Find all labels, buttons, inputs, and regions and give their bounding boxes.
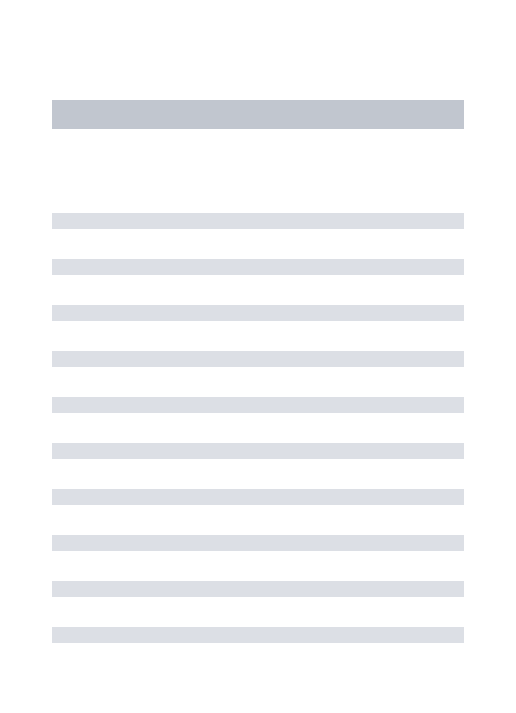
skeleton-line: [52, 627, 464, 643]
skeleton-line: [52, 213, 464, 229]
document-skeleton: [0, 0, 516, 643]
skeleton-line: [52, 351, 464, 367]
header-placeholder-bar: [52, 100, 464, 129]
skeleton-line: [52, 535, 464, 551]
paragraph-skeleton-2: [52, 443, 464, 643]
skeleton-line: [52, 259, 464, 275]
skeleton-line: [52, 581, 464, 597]
skeleton-line: [52, 397, 464, 413]
skeleton-line: [52, 489, 464, 505]
skeleton-line: [52, 305, 464, 321]
paragraph-skeleton-1: [52, 213, 464, 413]
skeleton-line: [52, 443, 464, 459]
